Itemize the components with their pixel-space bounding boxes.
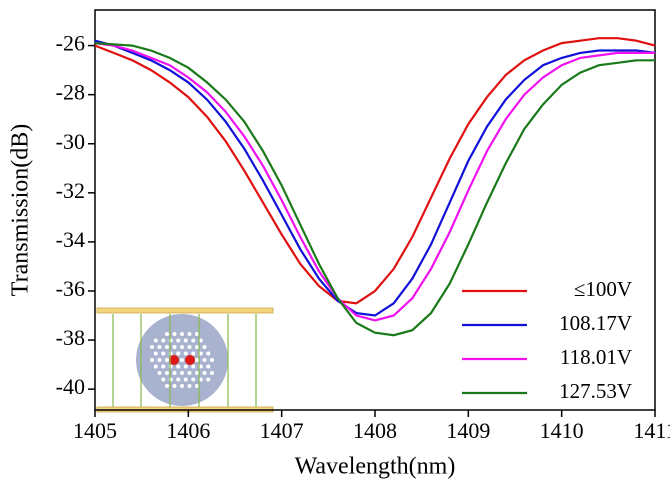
air-hole — [165, 371, 169, 375]
x-axis-title: Wavelength(nm) — [295, 454, 456, 480]
air-hole — [150, 358, 154, 362]
air-hole — [161, 351, 166, 356]
air-hole — [187, 384, 192, 388]
air-hole — [187, 345, 192, 349]
air-hole — [157, 345, 162, 349]
air-hole — [176, 338, 181, 343]
air-hole — [206, 377, 211, 382]
air-hole — [191, 364, 196, 369]
air-hole — [198, 351, 203, 356]
air-hole — [150, 345, 154, 349]
field-lines — [112, 314, 257, 407]
x-tick-label: 1410 — [540, 418, 584, 443]
air-hole — [172, 371, 177, 375]
y-tick-label: -30 — [56, 129, 85, 154]
air-hole — [206, 364, 211, 369]
air-hole — [183, 377, 188, 382]
y-tick-label: -34 — [56, 227, 85, 252]
air-hole — [195, 332, 199, 336]
core — [185, 355, 195, 365]
y-tick-label: -28 — [56, 80, 85, 105]
legend-label: 127.53V — [559, 379, 632, 403]
air-hole — [172, 345, 177, 349]
core — [169, 355, 179, 365]
air-hole — [195, 384, 199, 388]
x-tick-label: 1409 — [446, 418, 490, 443]
y-tick-label: -26 — [56, 31, 85, 56]
air-hole — [195, 345, 199, 349]
air-hole — [191, 351, 196, 356]
air-hole — [210, 358, 214, 362]
air-hole — [157, 371, 162, 375]
air-hole — [165, 384, 169, 388]
y-tick-label: -38 — [56, 325, 85, 350]
air-hole — [183, 351, 188, 356]
air-hole — [176, 364, 181, 369]
air-holes — [150, 332, 214, 388]
air-hole — [183, 338, 188, 343]
air-hole — [202, 345, 207, 349]
x-tick-label: 1408 — [353, 418, 397, 443]
x-tick-label: 1411 — [633, 418, 670, 443]
air-hole — [168, 338, 173, 343]
air-hole — [153, 351, 158, 356]
air-hole — [198, 364, 203, 369]
air-hole — [176, 351, 181, 356]
air-hole — [195, 371, 199, 375]
air-hole — [153, 364, 158, 369]
air-hole — [172, 332, 177, 336]
y-tick-label: -36 — [56, 276, 85, 301]
air-hole — [180, 358, 184, 362]
air-hole — [153, 338, 158, 343]
air-hole — [198, 338, 203, 343]
y-tick-label: -32 — [56, 178, 85, 203]
air-hole — [180, 371, 184, 375]
air-hole — [198, 377, 203, 382]
series-line — [94, 39, 656, 317]
air-hole — [191, 338, 196, 343]
air-hole — [187, 371, 192, 375]
legend-label: 118.01V — [560, 345, 632, 369]
series-line — [94, 42, 655, 337]
air-hole — [202, 371, 207, 375]
legend-label: ≤100V — [574, 277, 632, 301]
air-hole — [187, 332, 192, 336]
fiber-inset — [96, 307, 274, 413]
air-hole — [168, 364, 173, 369]
air-hole — [202, 358, 207, 362]
electrode — [96, 307, 274, 314]
x-tick-label: 1406 — [166, 418, 210, 443]
air-hole — [165, 345, 169, 349]
y-tick-label: -40 — [56, 374, 85, 399]
x-tick-label: 1407 — [260, 418, 304, 443]
x-tick-label: 1405 — [73, 418, 117, 443]
air-hole — [183, 364, 188, 369]
air-hole — [191, 377, 196, 382]
air-hole — [172, 384, 177, 388]
air-hole — [210, 371, 214, 375]
air-hole — [195, 358, 199, 362]
air-hole — [176, 377, 181, 382]
air-hole — [161, 377, 166, 382]
y-axis-title: Transmission(dB) — [8, 124, 34, 296]
air-hole — [161, 364, 166, 369]
air-hole — [168, 377, 173, 382]
air-hole — [180, 384, 184, 388]
air-hole — [157, 358, 162, 362]
legend-label: 108.17V — [559, 311, 632, 335]
series-line — [94, 42, 655, 322]
air-hole — [206, 351, 211, 356]
air-hole — [165, 358, 169, 362]
air-hole — [165, 332, 169, 336]
air-hole — [180, 332, 184, 336]
air-hole — [180, 345, 184, 349]
air-hole — [161, 338, 166, 343]
air-hole — [168, 351, 173, 356]
series-line — [94, 37, 656, 305]
